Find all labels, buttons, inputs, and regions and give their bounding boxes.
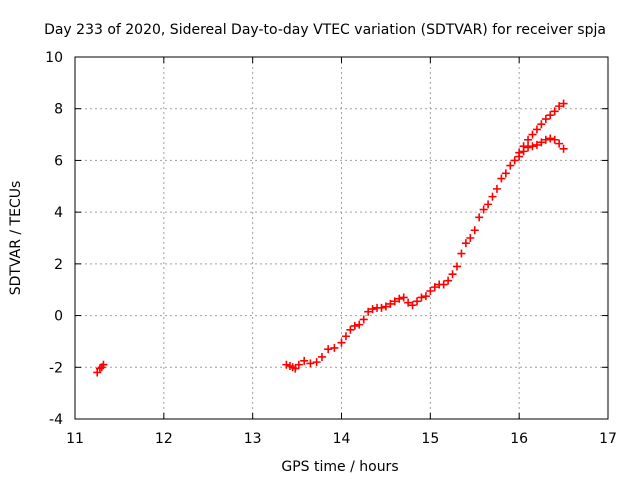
x-tick-label: 12 [155,431,173,447]
data-point [515,148,524,157]
data-point [559,99,568,108]
y-tick-label: -2 [49,360,63,376]
data-point [492,184,501,193]
data-point [484,200,493,209]
data-point [341,332,350,341]
data-point [324,345,333,354]
data-point [430,283,439,292]
y-tick-label: 2 [54,257,63,273]
x-axis-label: GPS time / hours [281,459,398,475]
x-tick-label: 13 [244,431,262,447]
data-point [537,138,546,147]
data-point [524,143,533,152]
data-point [555,102,564,111]
data-point [294,360,303,369]
data-point [317,352,326,361]
data-point [439,280,448,289]
data-point [413,297,422,306]
data-point [519,142,528,151]
data-point [355,320,364,329]
data-point [457,249,466,258]
data-point [421,292,430,301]
y-tick-label: 0 [54,309,63,325]
x-tick-label: 17 [599,431,617,447]
y-tick-label: -4 [49,412,63,428]
data-point [368,305,377,314]
data-point [364,307,373,316]
data-point [550,135,559,144]
data-point [282,360,291,369]
x-tick-label: 14 [333,431,351,447]
data-point [475,213,484,222]
data-point [399,293,408,302]
data-points [93,99,568,377]
data-point [359,315,368,324]
data-point [386,299,395,308]
data-point [528,142,537,151]
data-point [95,364,104,373]
y-tick-label: 6 [54,153,63,169]
data-point [404,298,413,307]
data-point [426,287,435,296]
data-point [300,356,309,365]
data-point [470,226,479,235]
data-point [461,239,470,248]
data-point [479,205,488,214]
data-point [555,139,564,148]
data-point [417,293,426,302]
data-point [350,321,359,330]
data-point [559,144,568,153]
x-tick-label: 16 [510,431,528,447]
data-point [541,135,550,144]
data-point [506,161,515,170]
data-point [524,135,533,144]
data-point [99,360,108,369]
x-tick-labels: 11 12 13 14 15 16 17 [66,431,617,447]
x-tick-label: 15 [421,431,439,447]
data-point [532,125,541,134]
data-point [532,140,541,149]
data-point [408,301,417,310]
data-point [390,297,399,306]
data-point [497,174,506,183]
x-tick-label: 11 [66,431,84,447]
data-point [377,303,386,312]
tick-marks [74,56,609,420]
data-point [330,343,339,352]
y-tick-label: 4 [54,205,63,221]
grid-lines [75,57,608,419]
data-point [312,358,321,367]
y-tick-label: 8 [54,102,63,118]
data-point [346,325,355,334]
data-point [452,262,461,271]
data-point [546,134,555,143]
data-point [448,270,457,279]
data-point [488,192,497,201]
data-point [395,294,404,303]
chart-title: Day 233 of 2020, Sidereal Day-to-day VTE… [44,22,606,38]
data-point [546,111,555,120]
y-tick-label: 10 [45,50,63,66]
data-point [550,107,559,116]
data-point [466,234,475,242]
y-tick-labels: -4 -2 0 2 4 6 8 10 [45,50,63,428]
data-point [291,364,300,373]
data-point [541,115,550,124]
data-point [537,120,546,129]
data-point [528,130,537,139]
data-point [510,156,519,165]
data-point [306,359,315,368]
data-point [381,302,390,311]
y-axis-label: SDTVAR / TECUs [8,181,24,296]
data-point [337,338,346,347]
data-point [444,276,453,285]
data-point [501,169,510,178]
